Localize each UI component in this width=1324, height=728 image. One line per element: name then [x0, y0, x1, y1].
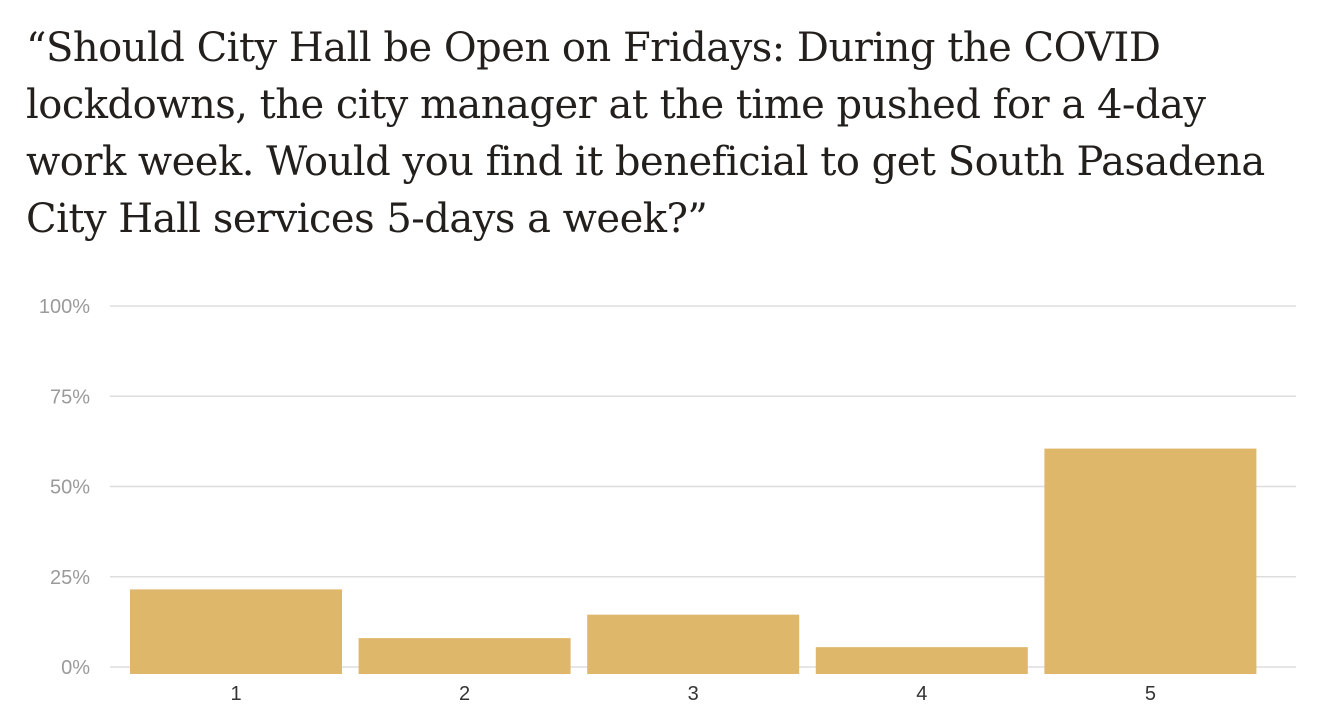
- bar-3: [587, 614, 800, 674]
- y-axis-ticks: 0% 25% 50% 75% 100%: [39, 296, 90, 679]
- bar-4: [815, 647, 1028, 674]
- y-tick-label: 0%: [61, 657, 90, 679]
- chart-title: “Should City Hall be Open on Fridays: Du…: [26, 25, 1265, 242]
- y-tick-label: 75%: [50, 386, 90, 408]
- bar-1: [130, 589, 342, 674]
- y-tick-label: 50%: [50, 477, 90, 499]
- x-tick-label: 4: [916, 683, 927, 705]
- x-axis-ticks: 1 2 3 4 5: [230, 683, 1156, 705]
- bar-2: [358, 638, 571, 674]
- x-tick-label: 5: [1145, 683, 1156, 705]
- y-tick-label: 100%: [39, 296, 90, 318]
- x-tick-label: 3: [688, 683, 699, 705]
- x-tick-label: 2: [459, 683, 470, 705]
- x-tick-label: 1: [230, 683, 241, 705]
- y-tick-label: 25%: [50, 567, 90, 589]
- bars: [130, 448, 1257, 674]
- bar-5: [1044, 448, 1257, 674]
